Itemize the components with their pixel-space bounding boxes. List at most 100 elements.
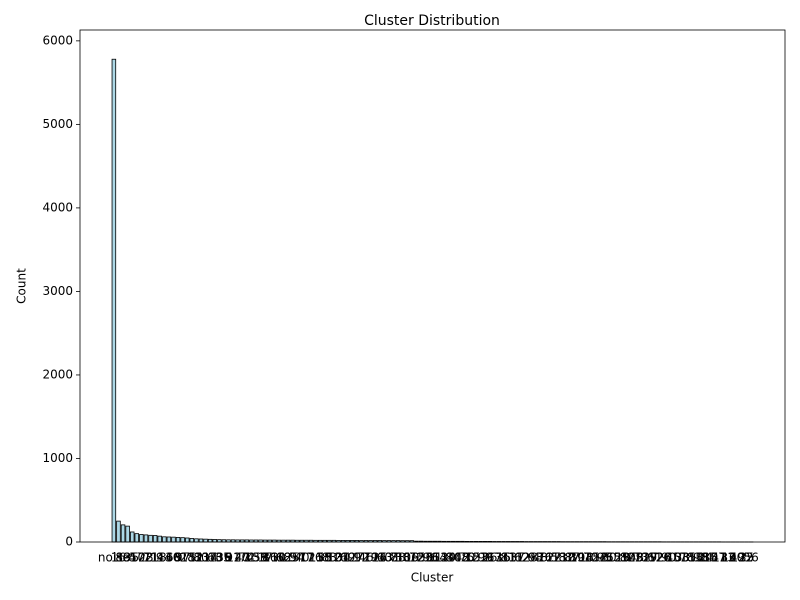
x-tick-label: 12 [326,551,341,565]
x-tick-label: 110 [263,551,286,565]
x-tick-label: 116 [300,551,323,565]
bar [157,535,162,543]
x-tick-label: 122 [730,551,753,565]
x-tick-label: 20 [656,551,671,565]
x-tick-label: 59 [253,551,268,565]
x-tick-label: 70 [583,551,598,565]
x-tick-label: 33 [675,551,690,565]
x-tick-label: 29 [441,551,456,565]
x-tick-label: 127 [341,551,364,565]
y-tick-label: 0 [65,535,73,549]
x-tick-label: 99 [478,551,493,565]
x-tick-label: 115 [680,551,703,565]
bar [120,524,126,543]
x-tick-label: 19 [404,551,419,565]
x-tick-label: 39 [569,551,584,565]
x-tick-label: 18 [578,551,593,565]
x-tick-label: 96 [423,551,438,565]
x-tick-label: 91 [225,551,240,565]
x-tick-label: 66 [166,551,181,565]
x-tick-label: 48 [533,551,548,565]
x-tick-label: 104 [570,551,593,565]
x-tick-label: 24 [698,551,713,565]
x-tick-label: 80 [193,551,208,565]
x-tick-label: 135 [116,551,139,565]
x-tick-label: 120 [226,551,249,565]
x-tick-label: 83 [322,551,337,565]
x-tick-label: 42 [455,551,470,565]
x-tick-label: 22 [546,551,561,565]
x-tick-label: 32 [721,551,736,565]
bar [111,58,117,543]
x-tick-label: 43 [629,551,644,565]
y-tick-label: 2000 [42,367,73,381]
x-tick-label: 82 [620,551,635,565]
bar [134,533,140,543]
x-tick-label: 84 [445,551,460,565]
x-tick-label: 7 [390,551,398,565]
x-tick-label: 37 [510,551,525,565]
bar [194,538,199,543]
x-tick-label: 119 [634,551,657,565]
x-tick-label: 0 [468,551,476,565]
x-tick-label: 15 [496,551,511,565]
bar [175,537,181,543]
x-tick-label: 55 [317,551,332,565]
x-tick-label: 98 [693,551,708,565]
x-tick-label: 133 [245,551,268,565]
bar [139,534,144,543]
x-tick-label: 85 [702,551,717,565]
x-tick-label: 65 [606,551,621,565]
y-tick-label: 5000 [42,117,73,131]
x-tick-label: 102 [130,551,153,565]
x-tick-label: 25 [372,551,387,565]
x-tick-label: 56 [743,551,758,565]
x-tick-label: 95 [597,551,612,565]
x-tick-label: 74 [239,551,254,565]
x-tick-label: 125 [277,551,300,565]
x-tick-label: 8 [225,551,233,565]
x-tick-label: 75 [459,551,474,565]
bar [198,538,204,543]
bar [125,525,130,543]
x-tick-label: 34 [335,551,350,565]
x-tick-label: 93 [528,551,543,565]
x-tick-label: 131 [377,551,400,565]
x-tick-label: 51 [189,551,204,565]
x-tick-label: 45 [666,551,681,565]
bar [116,520,121,543]
x-tick-label: 4 [128,551,136,565]
x-tick-label: 130 [157,551,180,565]
y-tick-label: 6000 [42,33,73,47]
y-tick-label: 4000 [42,200,73,214]
x-tick-label: 58 [551,551,566,565]
x-tick-label: 28 [180,551,195,565]
x-tick-label: 40 [294,551,309,565]
x-tick-label: 103 [666,551,689,565]
x-tick-label: 81 [501,551,516,565]
x-tick-label: 3 [174,551,182,565]
x-tick-label: 5 [289,551,297,565]
x-tick-label: 88 [390,551,405,565]
x-tick-label: 126 [648,551,671,565]
x-tick-label: 87 [565,551,580,565]
x-tick-label: 68 [276,551,291,565]
x-tick-label: 27 [643,551,658,565]
bar [203,538,208,543]
x-tick-label: 46 [358,551,373,565]
bar [148,534,153,543]
x-tick-label: 16 [111,551,126,565]
x-tick-label: 114 [364,551,387,565]
y-tick-label: 3000 [42,284,73,298]
x-tick-label: 61 [647,551,662,565]
bar [166,536,172,543]
x-tick-label: 73 [633,551,648,565]
x-tick-label: 76 [537,551,552,565]
x-tick-label: 1 [353,551,361,565]
x-tick-label: 6 [527,551,535,565]
x-tick-label: 62 [514,551,529,565]
x-tick-label: 92 [354,551,369,565]
x-tick-label: 30 [601,551,616,565]
x-tick-label: 31 [271,551,286,565]
x-tick-label: 118 [144,551,167,565]
